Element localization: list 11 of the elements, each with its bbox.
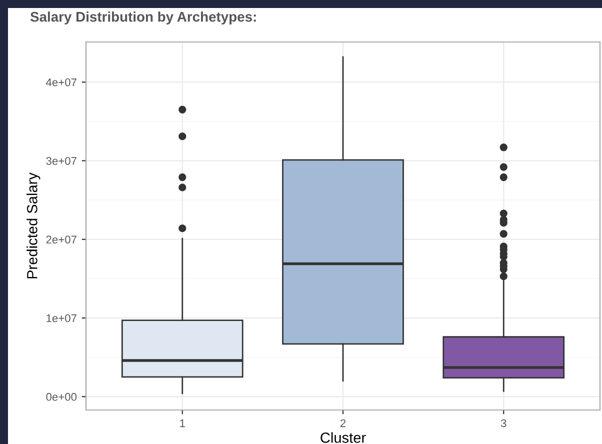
x-tick-label: 2 — [340, 419, 346, 428]
x-tick-label: 1 — [180, 419, 185, 428]
y-tick-label: 0e+00 — [46, 392, 77, 401]
chart-title: Salary Distribution by Archetypes: — [30, 12, 256, 24]
x-axis-title: Cluster — [320, 432, 366, 443]
y-tick-label: 4e+07 — [46, 78, 76, 86]
y-tick-label: 2e+07 — [46, 236, 76, 244]
y-tick-label: 1e+07 — [46, 314, 76, 322]
y-axis-title: Predicted Salary — [26, 172, 40, 278]
x-tick-label: 3 — [500, 419, 506, 428]
y-tick-label: 3e+07 — [46, 157, 76, 165]
